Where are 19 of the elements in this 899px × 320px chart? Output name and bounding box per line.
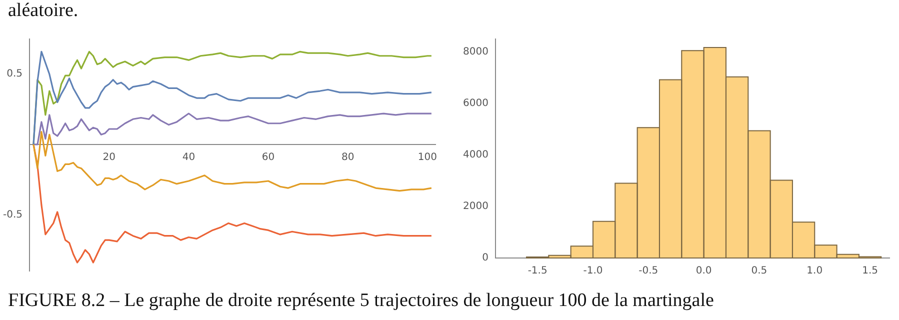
y-tick-label: 0 xyxy=(482,252,488,264)
x-tick-label: 20 xyxy=(102,152,116,164)
x-tick-label: 0.5 xyxy=(751,266,768,277)
x-tick-label: 1.5 xyxy=(862,266,878,277)
y-tick-label: 8000 xyxy=(462,46,488,58)
x-tick-label: 0.0 xyxy=(696,266,712,277)
x-tick-label: -1.0 xyxy=(583,266,603,277)
x-tick-label: 1.0 xyxy=(806,266,823,277)
caption: FIGURE 8.2 – Le graphe de droite représente 5 trajectoires de longueur 100 de la martingale xyxy=(8,290,714,312)
y-tick-label: 2000 xyxy=(462,201,488,212)
y-tick-label: 6000 xyxy=(462,98,488,110)
x-tick-label: -1.5 xyxy=(528,266,548,277)
x-tick-label: 40 xyxy=(182,152,196,164)
x-tick-label: 80 xyxy=(342,152,354,164)
text: aléatoire. xyxy=(8,0,78,22)
x-tick-label: 60 xyxy=(262,152,275,164)
x-tick-label: 100 xyxy=(418,152,438,164)
x-tick-label: -0.5 xyxy=(638,266,658,277)
y-tick-label: 4000 xyxy=(462,150,488,161)
